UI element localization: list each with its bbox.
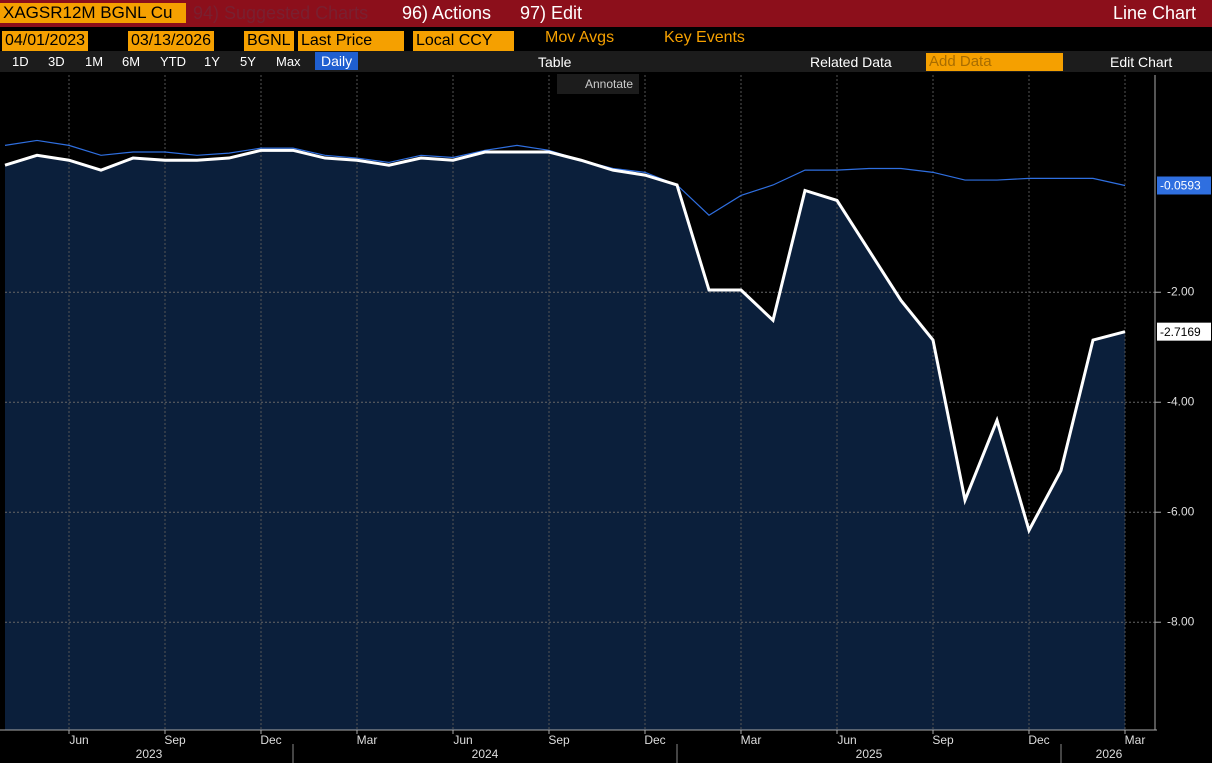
x-tick-label: Jun — [69, 733, 88, 747]
y-tick-label: -2.00 — [1167, 284, 1195, 298]
currency[interactable]: Local CCY — [413, 31, 514, 51]
period-button[interactable]: 1D — [12, 54, 29, 69]
toolbar-row — [0, 51, 1212, 72]
period-button[interactable]: 3D — [48, 54, 65, 69]
year-label: 2023 — [136, 747, 163, 761]
y-tick-label: -8.00 — [1167, 614, 1195, 628]
ticker[interactable]: XAGSR12M BGNL Cu — [0, 3, 186, 23]
y-tick-label: -6.00 — [1167, 504, 1195, 518]
last-value-box — [1157, 322, 1211, 341]
view-title: Line Chart — [1112, 3, 1196, 23]
edit-chart[interactable]: Edit Chart — [1110, 54, 1173, 70]
x-tick-label: Mar — [741, 733, 762, 747]
field[interactable]: Last Price — [298, 31, 404, 51]
x-tick-label: Sep — [164, 733, 186, 747]
area-fill — [5, 150, 1125, 731]
add-data[interactable]: Add Data — [926, 53, 1063, 71]
x-tick-label: Mar — [357, 733, 378, 747]
x-tick-label: Dec — [260, 733, 281, 747]
period-button[interactable]: YTD — [160, 54, 186, 69]
x-tick-label: Jun — [837, 733, 856, 747]
last-value-label: -0.0593 — [1160, 179, 1201, 193]
related-data[interactable]: Related Data — [810, 54, 892, 70]
y-tick-label: -4.00 — [1167, 394, 1195, 408]
year-label: 2024 — [472, 747, 499, 761]
annotate[interactable]: Annotate — [557, 74, 640, 94]
period-button[interactable]: Max — [276, 54, 301, 69]
series-line — [4, 148, 1126, 535]
source[interactable]: BGNL — [244, 31, 294, 51]
x-tick-label: Sep — [932, 733, 954, 747]
edit-menu[interactable]: 97) Edit — [520, 3, 583, 23]
x-tick-label: Dec — [1028, 733, 1049, 747]
x-tick-label: Mar — [1125, 733, 1146, 747]
header-bar — [0, 0, 1212, 27]
period-button[interactable]: 6M — [122, 54, 141, 69]
period-button[interactable]: 1Y — [204, 54, 220, 69]
series-line — [4, 139, 1126, 216]
period-button[interactable]: 5Y — [240, 54, 256, 69]
period-button[interactable]: 1M — [85, 54, 104, 69]
last-value-box — [1157, 176, 1211, 195]
x-tick-label: Dec — [644, 733, 665, 747]
suggested-charts[interactable]: 94) Suggested Charts — [193, 3, 369, 23]
table-button[interactable]: Table — [538, 54, 572, 70]
x-tick-label: Sep — [548, 733, 570, 747]
x-tick-label: Jun — [453, 733, 472, 747]
end-date[interactable]: 03/13/2026 — [128, 31, 215, 51]
last-value-label: -2.7169 — [1160, 325, 1201, 339]
frequency[interactable]: Daily — [315, 52, 359, 70]
start-date[interactable]: 04/01/2023 — [2, 31, 89, 51]
actions-menu[interactable]: 96) Actions — [402, 3, 492, 23]
year-label: 2026 — [1096, 747, 1123, 761]
key-events[interactable]: Key Events — [664, 29, 745, 46]
year-label: 2025 — [856, 747, 883, 761]
mov-avgs[interactable]: Mov Avgs — [545, 29, 615, 46]
